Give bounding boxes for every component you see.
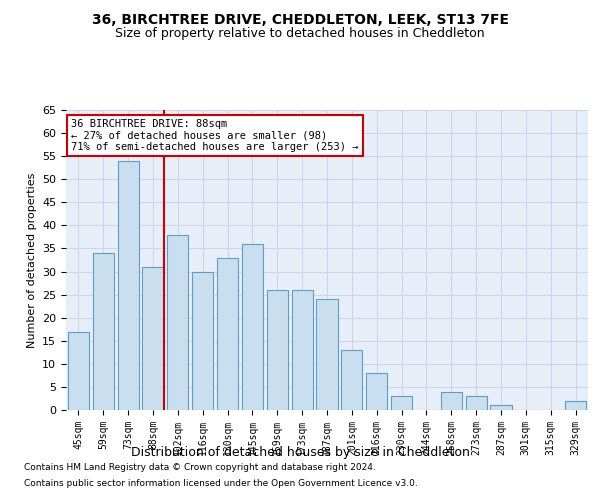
- Bar: [466, 396, 487, 410]
- Text: Contains HM Land Registry data © Crown copyright and database right 2024.: Contains HM Land Registry data © Crown c…: [24, 464, 376, 472]
- Bar: [142, 267, 164, 410]
- Bar: [267, 290, 288, 410]
- Bar: [490, 406, 512, 410]
- Bar: [292, 290, 313, 410]
- Text: 36, BIRCHTREE DRIVE, CHEDDLETON, LEEK, ST13 7FE: 36, BIRCHTREE DRIVE, CHEDDLETON, LEEK, S…: [91, 12, 509, 26]
- Bar: [93, 253, 114, 410]
- Bar: [341, 350, 362, 410]
- Text: 36 BIRCHTREE DRIVE: 88sqm
← 27% of detached houses are smaller (98)
71% of semi-: 36 BIRCHTREE DRIVE: 88sqm ← 27% of detac…: [71, 119, 359, 152]
- Y-axis label: Number of detached properties: Number of detached properties: [26, 172, 37, 348]
- Bar: [441, 392, 462, 410]
- Bar: [217, 258, 238, 410]
- Text: Size of property relative to detached houses in Cheddleton: Size of property relative to detached ho…: [115, 28, 485, 40]
- Bar: [316, 299, 338, 410]
- Bar: [366, 373, 387, 410]
- Bar: [68, 332, 89, 410]
- Text: Distribution of detached houses by size in Cheddleton: Distribution of detached houses by size …: [131, 446, 469, 459]
- Bar: [242, 244, 263, 410]
- Bar: [391, 396, 412, 410]
- Bar: [565, 401, 586, 410]
- Bar: [118, 161, 139, 410]
- Text: Contains public sector information licensed under the Open Government Licence v3: Contains public sector information licen…: [24, 478, 418, 488]
- Bar: [167, 234, 188, 410]
- Bar: [192, 272, 213, 410]
